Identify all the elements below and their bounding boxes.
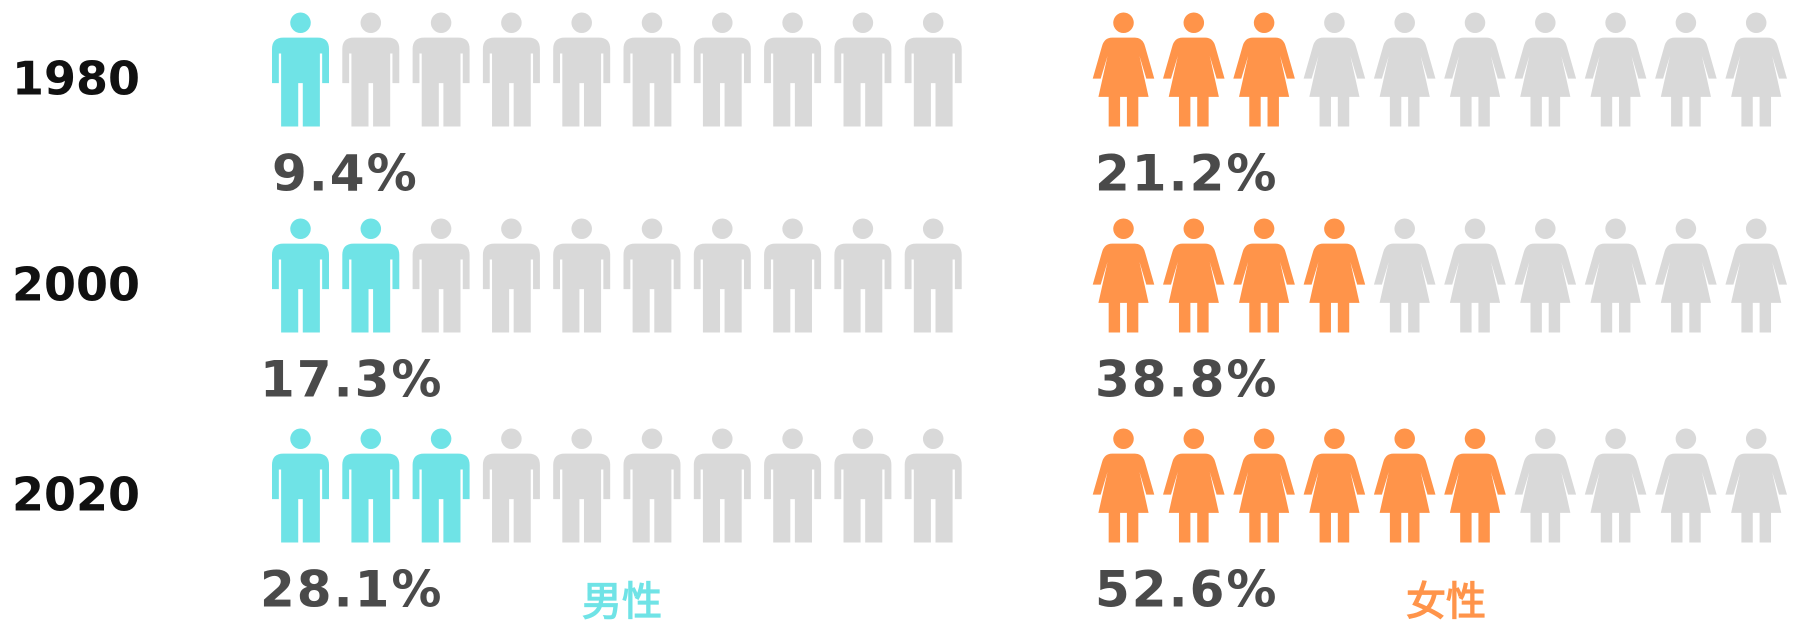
person-icon <box>1233 218 1295 333</box>
value-label: 28.1% <box>260 561 443 619</box>
person-icon <box>553 12 611 127</box>
person-icon <box>412 218 470 333</box>
value-label: 52.6% <box>1095 561 1278 619</box>
person-icon <box>1303 12 1366 127</box>
person-icon <box>553 428 611 543</box>
person-icon <box>1725 428 1787 543</box>
person-icon <box>693 428 751 543</box>
person-icon <box>904 12 962 127</box>
year-label: 1980 <box>12 52 140 106</box>
person-icon <box>1584 428 1647 543</box>
value-label: 17.3% <box>260 351 443 409</box>
person-icon <box>1725 218 1787 333</box>
person-icon <box>834 12 892 127</box>
person-icon <box>764 12 822 127</box>
person-icon <box>342 428 400 543</box>
person-icon <box>1584 12 1647 127</box>
person-icon <box>1373 218 1436 333</box>
person-icon <box>834 428 892 543</box>
person-icon <box>764 428 822 543</box>
person-icon <box>1233 428 1295 543</box>
person-icon <box>342 12 400 127</box>
value-label: 38.8% <box>1095 351 1278 409</box>
person-icon <box>1092 12 1155 127</box>
person-icon <box>1373 12 1436 127</box>
person-icon <box>1092 428 1155 543</box>
person-icon <box>1303 428 1366 543</box>
person-icon <box>1655 218 1717 333</box>
person-icon <box>1725 12 1787 127</box>
person-icon <box>904 218 962 333</box>
person-icon <box>412 12 470 127</box>
value-label: 21.2% <box>1095 145 1278 203</box>
person-icon <box>1514 428 1577 543</box>
person-icon <box>1655 12 1717 127</box>
person-icon <box>1514 218 1577 333</box>
person-icon <box>1163 218 1225 333</box>
person-icon <box>482 12 540 127</box>
person-icon <box>693 12 751 127</box>
value-label: 9.4% <box>272 145 419 203</box>
person-icon <box>623 218 681 333</box>
person-icon <box>272 218 329 333</box>
person-icon <box>764 218 822 333</box>
person-icon <box>272 12 329 127</box>
person-icon <box>482 218 540 333</box>
person-icon <box>1444 12 1506 127</box>
person-icon <box>1444 428 1506 543</box>
legend-label: 女性 <box>1406 579 1486 625</box>
person-icon <box>1163 428 1225 543</box>
person-icon <box>412 428 470 543</box>
person-icon <box>1303 218 1366 333</box>
person-icon <box>1444 218 1506 333</box>
legend-label: 男性 <box>582 579 662 625</box>
person-icon <box>904 428 962 543</box>
person-icon <box>1373 428 1436 543</box>
person-icon <box>1092 218 1155 333</box>
person-icon <box>834 218 892 333</box>
person-icon <box>1514 12 1577 127</box>
person-icon <box>1584 218 1647 333</box>
person-icon <box>693 218 751 333</box>
person-icon <box>272 428 329 543</box>
person-icon <box>553 218 611 333</box>
person-icon <box>482 428 540 543</box>
person-icon <box>1163 12 1225 127</box>
year-label: 2020 <box>12 468 140 522</box>
year-label: 2000 <box>12 258 140 312</box>
person-icon <box>1655 428 1717 543</box>
person-icon <box>623 12 681 127</box>
person-icon <box>1233 12 1295 127</box>
person-icon <box>623 428 681 543</box>
person-icon <box>342 218 400 333</box>
